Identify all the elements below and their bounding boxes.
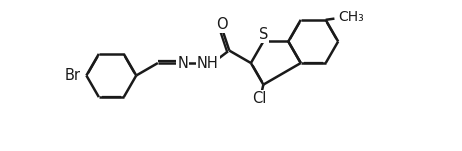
Text: CH₃: CH₃ <box>338 10 364 24</box>
Text: S: S <box>259 27 268 42</box>
Text: Br: Br <box>65 68 81 83</box>
Text: NH: NH <box>197 56 219 71</box>
Text: Cl: Cl <box>252 91 267 106</box>
Text: N: N <box>177 56 188 71</box>
Text: O: O <box>216 17 228 32</box>
